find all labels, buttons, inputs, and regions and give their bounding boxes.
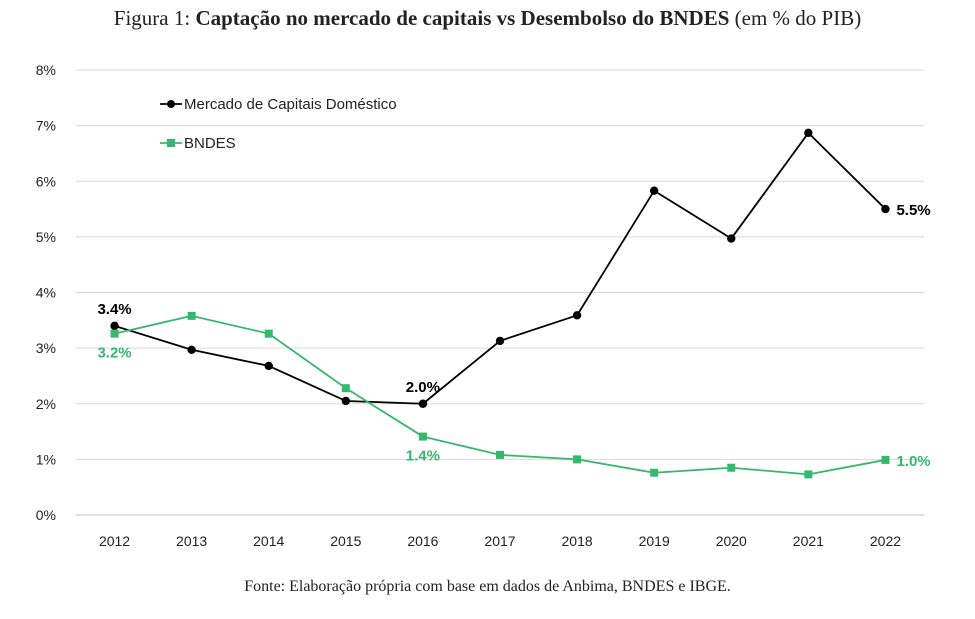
data-point <box>264 361 273 371</box>
y-axis-ticks: 0% 1% 2% 3% 4% 5% 6% 7% 8% <box>36 62 56 523</box>
series-line-0 <box>114 131 887 405</box>
y-tick-label: 5% <box>36 229 56 245</box>
data-point <box>881 455 890 464</box>
y-tick-label: 6% <box>36 173 56 189</box>
x-tick-label: 2017 <box>484 533 515 549</box>
data-point <box>804 470 813 479</box>
source-note: Fonte: Elaboração própria com base em da… <box>244 578 731 595</box>
data-point <box>573 455 582 464</box>
data-label: 1.4% <box>406 448 440 465</box>
figure-title-prefix: Figura 1: <box>113 6 196 30</box>
x-tick-label: 2016 <box>407 533 438 549</box>
x-tick-label: 2022 <box>870 533 901 549</box>
y-tick-label: 8% <box>36 62 56 78</box>
legend-label: BNDES <box>184 135 236 152</box>
data-point <box>727 463 736 472</box>
x-tick-label: 2020 <box>716 533 747 549</box>
data-point <box>110 321 119 331</box>
gridlines <box>76 69 924 516</box>
data-label: 1.0% <box>896 453 930 470</box>
x-tick-label: 2014 <box>253 533 284 549</box>
data-point <box>341 384 350 393</box>
data-point <box>650 468 659 477</box>
data-point <box>264 329 273 338</box>
data-point <box>495 336 505 346</box>
data-point <box>496 450 504 459</box>
y-tick-label: 3% <box>36 340 56 356</box>
data-point <box>187 345 196 354</box>
x-tick-label: 2021 <box>793 533 824 549</box>
legend-marker <box>167 100 175 108</box>
x-tick-label: 2015 <box>330 533 361 549</box>
data-point <box>418 432 427 441</box>
figure-title: Figura 1: Captação no mercado de capitai… <box>0 6 975 31</box>
data-point <box>418 399 428 408</box>
x-axis-ticks: 2012 2013 2014 2015 2016 2017 2018 2019 2020 2021… <box>99 533 901 549</box>
data-label: 3.2% <box>97 345 131 362</box>
x-tick-label: 2018 <box>562 533 593 549</box>
data-point <box>341 396 351 406</box>
x-tick-label: 2019 <box>639 533 670 549</box>
legend: Mercado de Capitais Doméstico BNDES <box>160 96 397 152</box>
data-point <box>187 311 196 320</box>
data-label: 2.0% <box>406 379 440 396</box>
legend-label: Mercado de Capitais Doméstico <box>184 96 397 113</box>
x-tick-label: 2012 <box>99 533 130 549</box>
y-tick-label: 2% <box>36 396 56 412</box>
data-point <box>804 128 813 138</box>
x-tick-label: 2013 <box>176 533 207 549</box>
data-point <box>649 186 659 195</box>
data-label: 3.4% <box>97 301 131 318</box>
series-group <box>110 128 890 479</box>
data-label: 5.5% <box>896 202 930 219</box>
data-point <box>110 329 119 338</box>
data-point <box>881 204 890 214</box>
data-point <box>727 234 736 243</box>
y-tick-label: 4% <box>36 285 56 301</box>
y-tick-label: 0% <box>36 507 56 523</box>
legend-marker <box>167 139 175 147</box>
figure-title-main: Captação no mercado de capitais vs Desem… <box>195 6 730 30</box>
data-labels: 3.4% 2.0% 5.5% 3.2% 1.4% 1.0% <box>97 202 930 470</box>
y-tick-label: 7% <box>36 118 56 134</box>
data-point <box>572 311 582 320</box>
figure-title-suffix: (em % do PIB) <box>729 6 862 30</box>
y-tick-label: 1% <box>36 451 56 467</box>
